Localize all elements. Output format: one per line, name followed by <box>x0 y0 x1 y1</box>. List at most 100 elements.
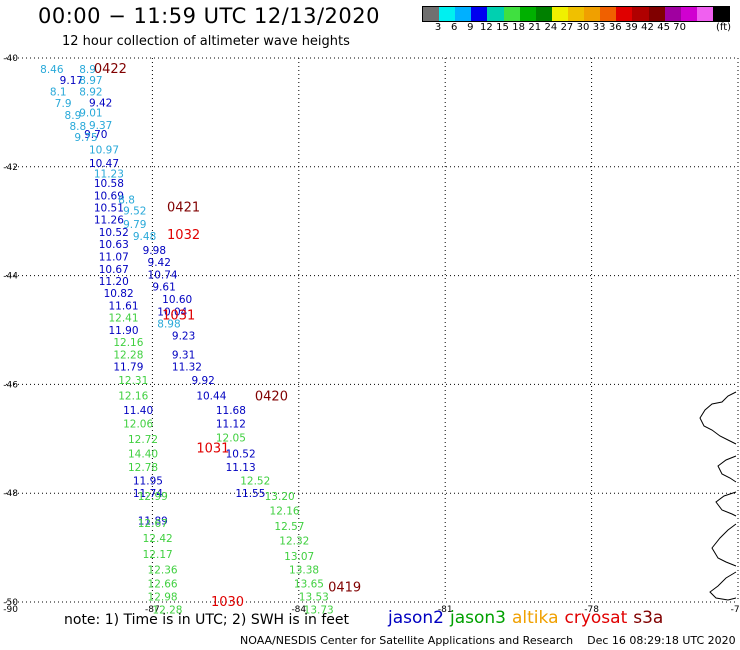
data-label-jason3: 13.07 <box>284 551 314 563</box>
data-label-jason3: 14.40 <box>128 448 158 460</box>
legend-label: 42 <box>641 22 654 33</box>
legend-label: 39 <box>624 22 638 33</box>
data-label-jason2: 10.47 <box>89 158 119 170</box>
data-label-jason3: 12.99 <box>138 491 168 503</box>
data-label-jason3: 12.31 <box>118 375 148 387</box>
legend-label: 15 <box>496 22 509 33</box>
data-label-jason2: 11.40 <box>123 405 153 417</box>
legend-swatch <box>567 7 585 21</box>
data-label-s3a: 8.9 <box>65 110 82 122</box>
data-label-jason2: 10.51 <box>94 203 124 215</box>
x-tick-label: -81 <box>438 605 453 615</box>
legend-label: 12 <box>480 22 493 33</box>
legend-label: 70 <box>673 22 687 33</box>
data-label-jason3: 13.53 <box>299 592 329 604</box>
satellite-s3a: s3a <box>633 608 664 628</box>
footer: NOAA/NESDIS Center for Satellite Applica… <box>240 634 736 647</box>
data-label-jason2: 11.79 <box>113 361 143 373</box>
data-label-cryosat: 1032 <box>167 228 200 243</box>
data-label-jason2: 10.52 <box>226 448 256 460</box>
data-label-jason2: 11.95 <box>133 476 163 488</box>
data-label-s3a-time: 0422 <box>94 62 127 77</box>
x-tick-label: -87 <box>145 605 160 615</box>
legend-label: 27 <box>560 22 574 33</box>
data-label-s3a: 8.46 <box>40 64 64 76</box>
data-label-jason3: 13.38 <box>289 564 319 576</box>
data-label-jason2: 11.20 <box>99 276 129 288</box>
data-label-jason2: 11.90 <box>108 325 138 337</box>
legend-swatch <box>455 7 472 21</box>
coastline <box>715 491 737 517</box>
y-tick-label: -46 <box>3 380 18 390</box>
data-label-jason2: 9.23 <box>172 330 195 342</box>
data-label-s3a: 11.23 <box>94 168 124 180</box>
data-label-s3a: 9.01 <box>79 107 102 119</box>
data-label-s3a: 10.97 <box>89 144 119 156</box>
legend-label: 36 <box>608 22 622 33</box>
data-label-jason2: 11.89 <box>138 515 168 527</box>
data-label-s3a: 9.75 <box>74 132 97 144</box>
data-label-jason2: 11.68 <box>216 405 246 417</box>
data-label-jason2: 11.12 <box>216 419 246 431</box>
data-label-s3a-time: 0421 <box>167 201 200 216</box>
legend-label: 18 <box>512 22 525 33</box>
legend-swatch <box>600 7 617 21</box>
data-label-s3a-time: 0419 <box>328 580 361 595</box>
legend-swatch <box>551 7 568 21</box>
data-label-jason2: 9.17 <box>60 75 83 87</box>
data-label-jason2: 11.32 <box>172 361 202 373</box>
data-label-jason3: 12.72 <box>128 434 158 446</box>
data-label-jason2: 11.13 <box>226 462 256 474</box>
data-label-jason2: 11.07 <box>99 252 129 264</box>
data-label-jason2: 10.69 <box>94 191 124 203</box>
data-label-cryosat: 1031 <box>162 308 195 323</box>
satellite-altika: altika <box>512 608 559 628</box>
legend-label: 33 <box>592 22 606 33</box>
data-label-jason3: 12.67 <box>138 518 168 530</box>
legend-label: 24 <box>544 22 558 33</box>
data-label-jason2: 9.92 <box>191 375 214 387</box>
data-label-s3a: 8.8 <box>69 121 86 133</box>
data-label-jason2: 9.70 <box>84 129 107 141</box>
data-label-jason2: 10.44 <box>196 390 226 402</box>
x-tick-label: -78 <box>584 605 599 615</box>
data-label-s3a: 9.37 <box>89 120 112 132</box>
data-label-jason3: 12.66 <box>148 579 178 591</box>
legend-swatch <box>503 7 520 21</box>
data-label-jason2: 9.61 <box>152 281 175 293</box>
data-label-jason3: 13.73 <box>304 605 334 617</box>
legend-swatch <box>423 7 440 21</box>
data-label-s3a: 9.48 <box>133 231 156 243</box>
data-label-jason3: 12.52 <box>240 476 270 488</box>
data-label-s3a: 9.79 <box>123 219 146 231</box>
data-label-jason2: 9.31 <box>172 349 195 361</box>
satellite-jason3: jason3 <box>450 608 506 628</box>
legend-unit: (ft) <box>716 22 732 33</box>
data-label-jason2: 11.55 <box>235 488 265 500</box>
legend-label: 21 <box>528 22 542 33</box>
legend-swatch <box>487 7 504 21</box>
data-label-jason3: 13.20 <box>265 491 295 503</box>
legend-label: 30 <box>576 22 590 33</box>
data-label-jason3: 12.42 <box>143 533 173 545</box>
data-label-jason2: 9.42 <box>148 257 171 269</box>
data-label-jason3: 12.78 <box>128 462 158 474</box>
data-label-s3a: 8.97 <box>79 75 102 87</box>
satellite-legend: jason2 jason3 altika cryosat s3a <box>388 608 669 628</box>
data-label-s3a: 8.92 <box>79 87 102 99</box>
legend-swatch <box>696 7 713 21</box>
data-label-jason2: 11.61 <box>108 301 138 313</box>
data-label-cryosat: 1031 <box>196 442 229 457</box>
legend-swatch <box>471 7 488 21</box>
legend-label: 3 <box>434 22 442 33</box>
color-legend-bar <box>422 6 730 22</box>
y-tick-label: -48 <box>3 489 18 499</box>
note-text: note: 1) Time is in UTC; 2) SWH is in fe… <box>64 612 350 628</box>
data-label-jason2: 10.60 <box>162 294 192 306</box>
data-label-jason3: 12.17 <box>143 549 173 561</box>
coastline <box>709 571 737 601</box>
legend-swatch <box>712 7 730 21</box>
data-label-jason3: 12.98 <box>148 592 178 604</box>
data-label-jason2: 11.74 <box>133 488 163 500</box>
